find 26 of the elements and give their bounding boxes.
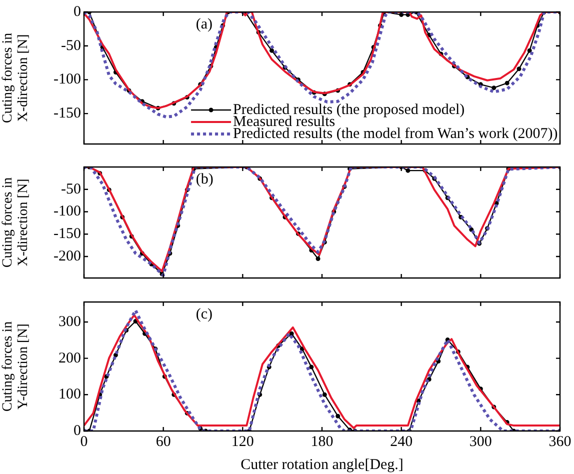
y-tick-label: -100 xyxy=(54,72,81,88)
y-tick-label: 100 xyxy=(58,386,81,403)
legend-label: Predicted results (the model from Wan’s work (2007)) xyxy=(233,126,558,142)
y-tick-label: 300 xyxy=(58,314,81,330)
y-tick-label: -50 xyxy=(61,38,81,54)
x-tick-label: 60 xyxy=(156,434,171,450)
x-tick-label: 120 xyxy=(231,434,254,450)
x-tick-label: 300 xyxy=(469,434,492,450)
annotation: (c) xyxy=(196,306,213,322)
y-tick-label: -100 xyxy=(54,204,81,220)
y-tick-label: -200 xyxy=(54,248,81,264)
x-tick-label: 240 xyxy=(390,434,413,450)
y-tick-label: 200 xyxy=(58,350,81,366)
y-axis-title: Cuting forces in X-direction [N] xyxy=(0,177,31,268)
y-tick-label: 0 xyxy=(74,4,81,20)
y-tick-label: 0 xyxy=(74,422,81,439)
annotation: (a) xyxy=(196,16,213,32)
y-axis-title: Cuting forces in Y-direction [N] xyxy=(0,321,31,412)
y-tick-label: -150 xyxy=(54,105,81,122)
annotation: (b) xyxy=(196,171,214,188)
x-axis-title: Cutter rotation angle[Deg.] xyxy=(240,456,404,473)
y-axis-title: Cuting forces in X-direction [N] xyxy=(0,32,31,124)
y-tick-label: -50 xyxy=(61,181,81,198)
x-tick-label: 360 xyxy=(548,434,572,450)
y-tick-label: -150 xyxy=(54,226,81,242)
x-tick-label: 180 xyxy=(310,434,334,450)
